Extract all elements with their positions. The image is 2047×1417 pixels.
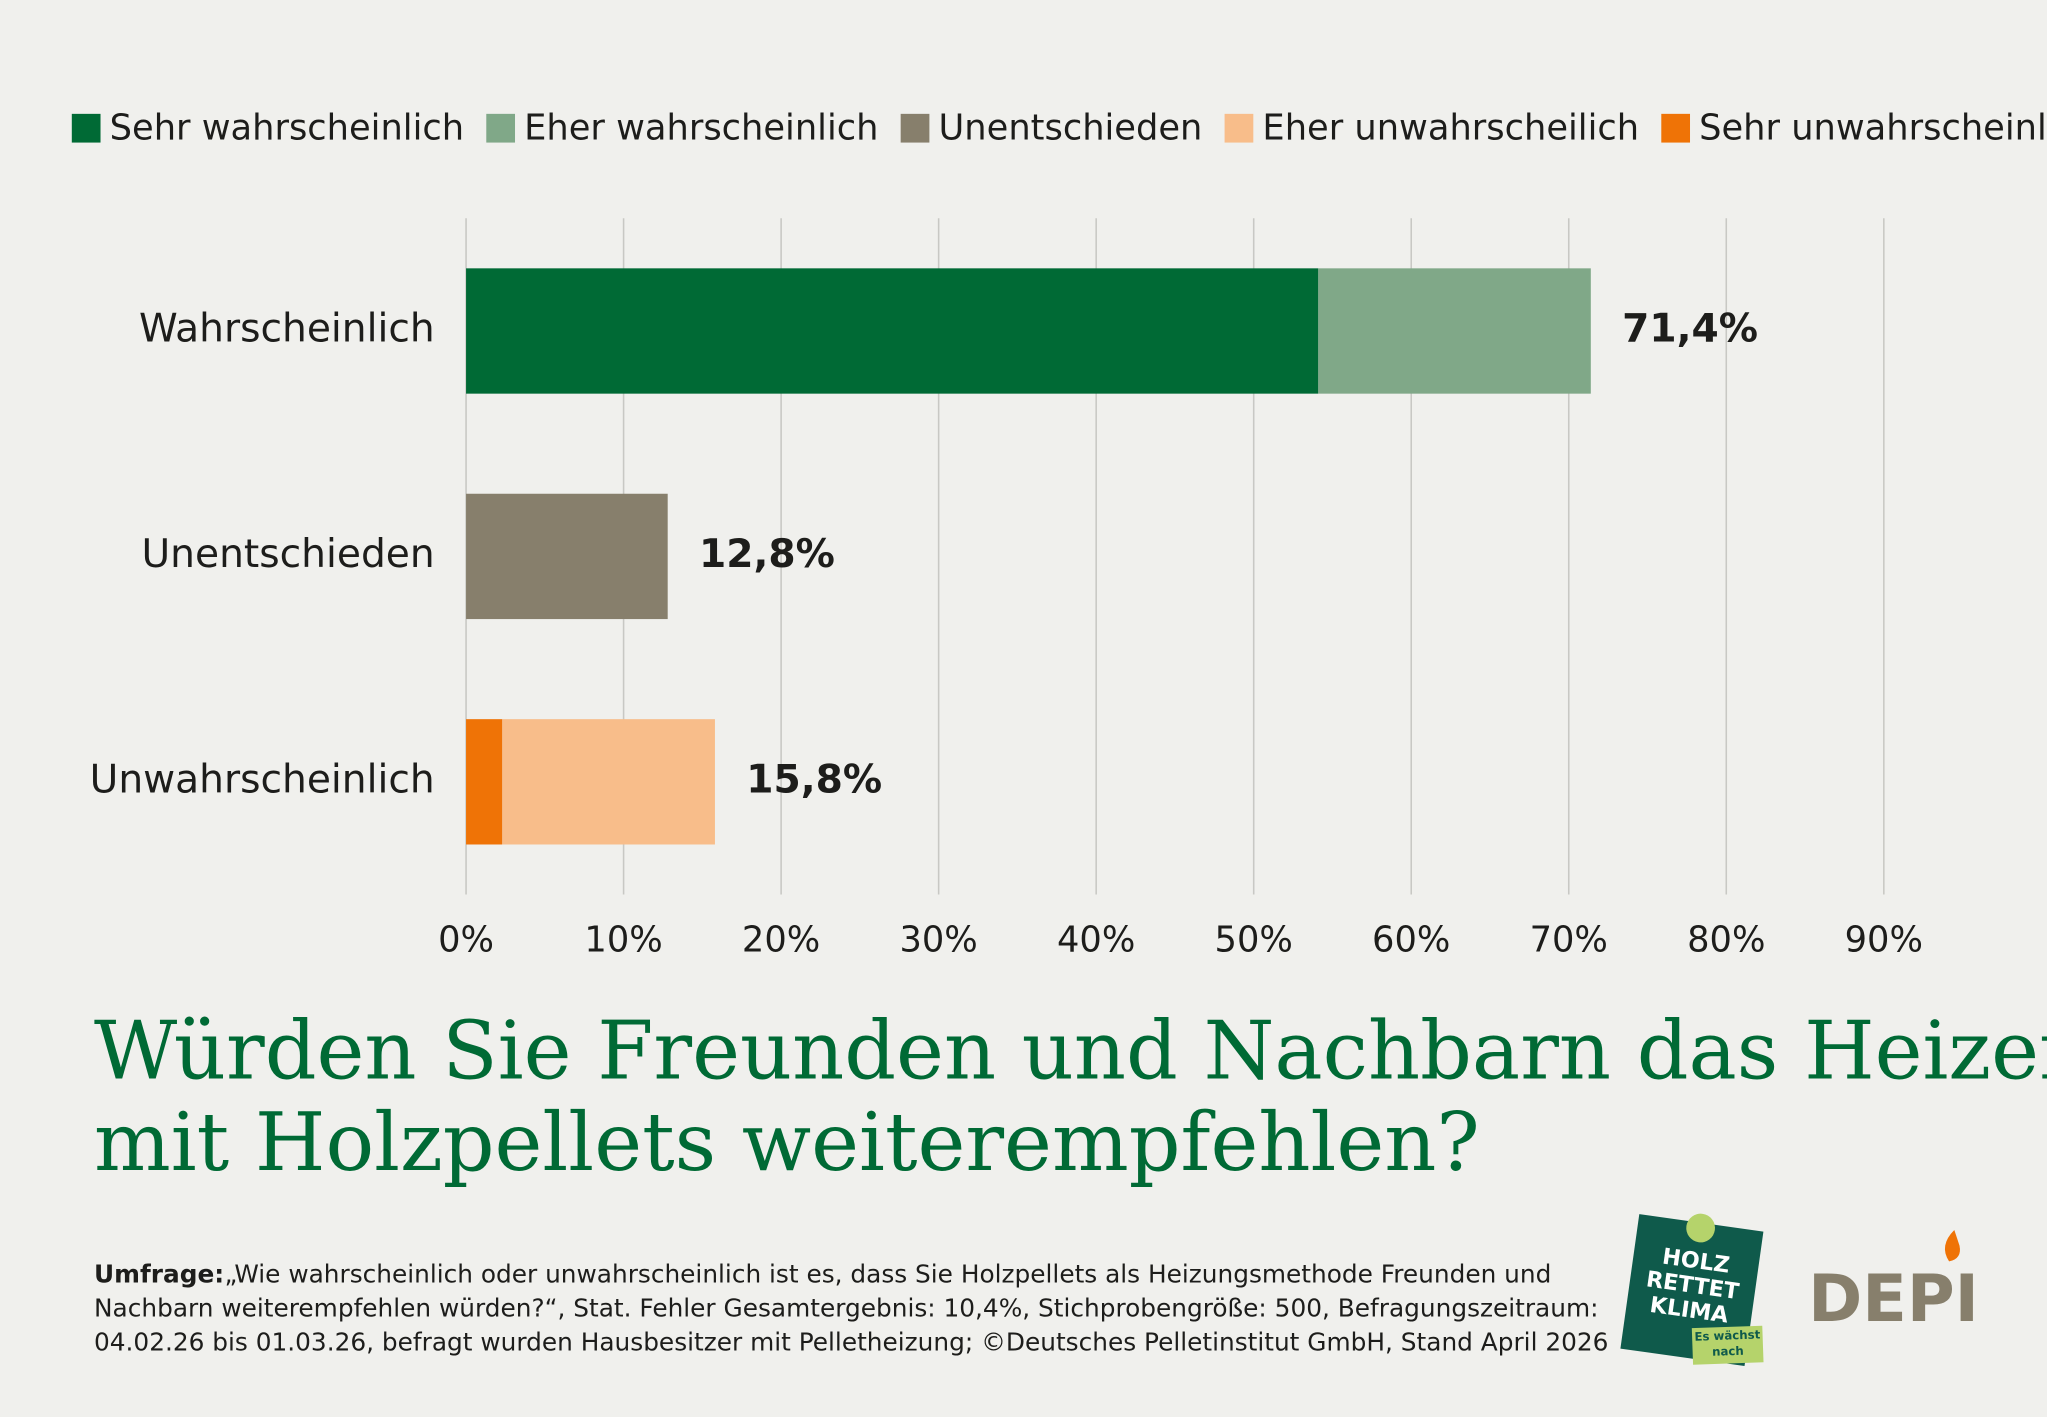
legend-swatch bbox=[71, 113, 101, 143]
logo-badge bbox=[1691, 1325, 1764, 1365]
chart-title: Würden Sie Freunden und Nachbarn das Hei… bbox=[94, 1005, 2047, 1099]
x-tick-label: 70% bbox=[1530, 920, 1608, 961]
value-label: 15,8% bbox=[746, 757, 882, 802]
bar-segment bbox=[466, 719, 503, 845]
bar-segment bbox=[1318, 268, 1591, 394]
x-tick-label: 20% bbox=[742, 920, 820, 961]
value-label: 12,8% bbox=[699, 532, 835, 577]
legend-label: Eher unwahrscheilich bbox=[1262, 108, 1639, 149]
legend-swatch bbox=[900, 113, 930, 143]
y-tick-label: Unentschieden bbox=[142, 532, 435, 577]
legend-label: Sehr wahrscheinlich bbox=[110, 108, 464, 149]
logo-holz: HOLZ RETTET KLIMA Es wächst nach bbox=[1620, 1213, 1764, 1367]
x-tick-label: 60% bbox=[1372, 920, 1450, 961]
chart-title: mit Holzpellets weiterempfehlen? bbox=[94, 1096, 1480, 1190]
x-tick-label: 0% bbox=[438, 920, 494, 961]
x-tick-label: 80% bbox=[1687, 920, 1765, 961]
bars bbox=[466, 268, 1591, 845]
logo-badge-text: Es wächst bbox=[1694, 1327, 1761, 1343]
footnote: Nachbarn weiterempfehlen würden?“, Stat.… bbox=[94, 1294, 1599, 1323]
legend-label: Sehr unwahrscheinlich bbox=[1699, 108, 2047, 149]
logo-icon bbox=[1686, 1213, 1715, 1243]
legend-swatch bbox=[1661, 113, 1691, 143]
x-tick-label: 50% bbox=[1215, 920, 1293, 961]
x-tick-label: 10% bbox=[584, 920, 662, 961]
footnote: 04.02.26 bis 01.03.26, befragt wurden Ha… bbox=[94, 1328, 1608, 1357]
y-tick-label: Wahrscheinlich bbox=[139, 306, 435, 351]
legend: Sehr wahrscheinlich Eher wahrscheinlich Un… bbox=[71, 108, 2047, 149]
x-tick-label: 90% bbox=[1845, 920, 1923, 961]
bar-segment bbox=[502, 719, 715, 845]
bar-segment bbox=[466, 493, 668, 620]
y-tick-label: Unwahrscheinlich bbox=[90, 757, 435, 802]
x-tick-label: 30% bbox=[899, 920, 977, 961]
logo-flame bbox=[1944, 1230, 1960, 1262]
legend-swatch bbox=[1224, 113, 1254, 143]
logo-depi: DEPI bbox=[1808, 1261, 1979, 1337]
legend-label: Eher wahrscheinlich bbox=[524, 108, 878, 149]
footnote: „Wie wahrscheinlich oder unwahrscheinlic… bbox=[225, 1260, 1552, 1289]
value-label: 71,4% bbox=[1622, 306, 1758, 351]
footnote-label: Umfrage: bbox=[94, 1260, 224, 1289]
legend-swatch bbox=[486, 113, 516, 143]
logo-badge-text: nach bbox=[1712, 1344, 1744, 1359]
x-tick-label: 40% bbox=[1057, 920, 1135, 961]
bar-segment bbox=[466, 268, 1319, 394]
labels: 0% 10% 20% 30% 40% 50% 60% 70% 80% 90% Wahrscheinl… bbox=[90, 306, 1923, 960]
legend-label: Unentschieden bbox=[939, 108, 1203, 149]
